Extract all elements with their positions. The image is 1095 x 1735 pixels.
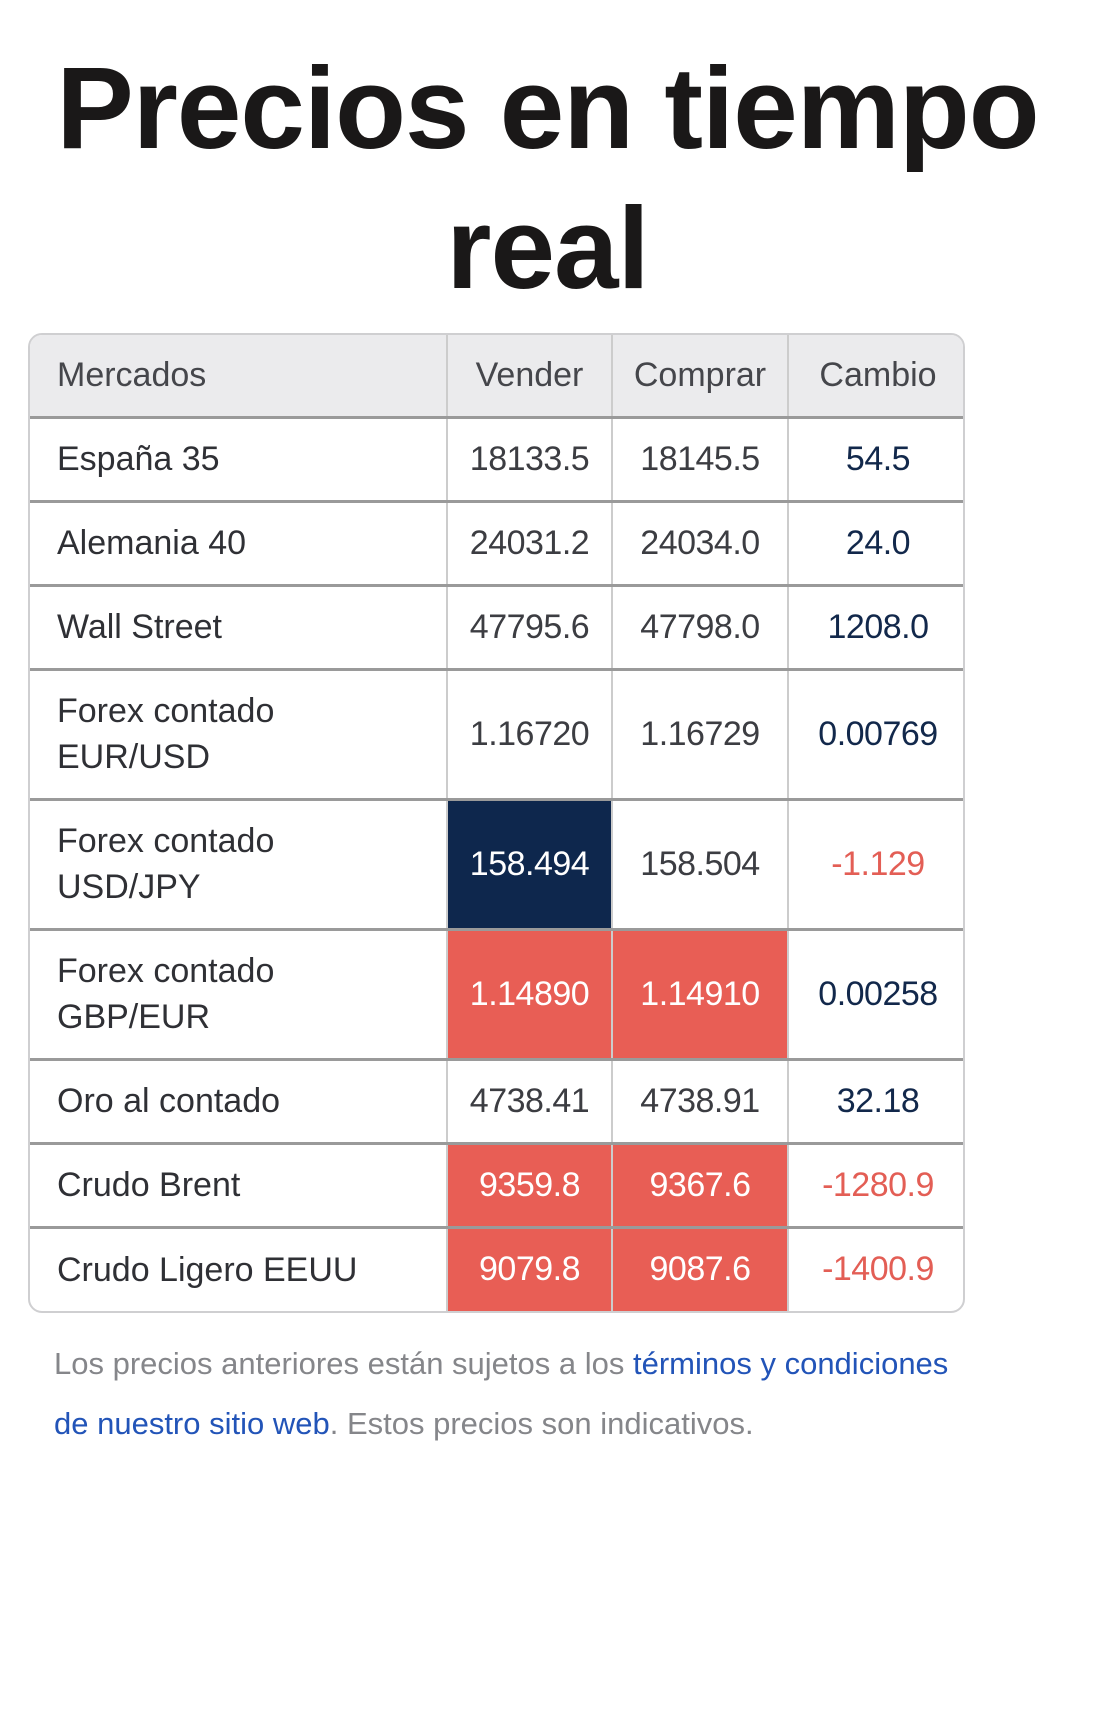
- sell-price: 9079.8: [447, 1227, 613, 1311]
- buy-price: 47798.0: [612, 585, 789, 671]
- change-value: 0.00769: [788, 669, 963, 801]
- change-value: 24.0: [788, 501, 963, 587]
- market-name[interactable]: Forex contado USD/JPY: [30, 799, 448, 931]
- change-value: -1280.9: [788, 1143, 963, 1229]
- header-change: Cambio: [788, 335, 963, 419]
- header-buy: Comprar: [612, 335, 789, 419]
- table-row[interactable]: Wall Street 47795.6 47798.0 1208.0: [30, 585, 963, 671]
- change-value: 1208.0: [788, 585, 963, 671]
- sell-price: 18133.5: [447, 417, 613, 503]
- sell-price: 1.14890: [447, 929, 613, 1061]
- header-sell: Vender: [447, 335, 613, 419]
- table-row[interactable]: Forex contado EUR/USD 1.16720 1.16729 0.0…: [30, 669, 963, 801]
- table-row[interactable]: Forex contado GBP/EUR 1.14890 1.14910 0.0…: [30, 929, 963, 1061]
- market-name[interactable]: España 35: [30, 417, 448, 503]
- table-row[interactable]: España 35 18133.5 18145.5 54.5: [30, 417, 963, 503]
- disclaimer-lead: Los precios anteriores están sujetos a l…: [54, 1346, 633, 1381]
- sell-price: 158.494: [447, 799, 613, 931]
- sell-price: 24031.2: [447, 501, 613, 587]
- buy-price: 1.16729: [612, 669, 789, 801]
- change-value: 54.5: [788, 417, 963, 503]
- table-header-row: Mercados Vender Comprar Cambio: [30, 335, 963, 419]
- market-name[interactable]: Crudo Ligero EEUU: [30, 1227, 448, 1311]
- market-name[interactable]: Forex contado EUR/USD: [30, 669, 448, 801]
- sell-price: 1.16720: [447, 669, 613, 801]
- table-row[interactable]: Crudo Ligero EEUU 9079.8 9087.6 -1400.9: [30, 1227, 963, 1311]
- page-title: Precios en tiempo real: [56, 43, 1039, 313]
- sell-price: 9359.8: [447, 1143, 613, 1229]
- table-row[interactable]: Oro al contado 4738.41 4738.91 32.18: [30, 1059, 963, 1145]
- buy-price: 24034.0: [612, 501, 789, 587]
- buy-price: 4738.91: [612, 1059, 789, 1145]
- disclaimer-text: Los precios anteriores están sujetos a l…: [54, 1334, 954, 1454]
- market-name[interactable]: Forex contado GBP/EUR: [30, 929, 448, 1061]
- disclaimer-tail: . Estos precios son indicativos.: [329, 1406, 754, 1441]
- buy-price: 158.504: [612, 799, 789, 931]
- table-row[interactable]: Alemania 40 24031.2 24034.0 24.0: [30, 501, 963, 587]
- change-value: -1.129: [788, 799, 963, 931]
- buy-price: 18145.5: [612, 417, 789, 503]
- table-row[interactable]: Forex contado USD/JPY 158.494 158.504 -1.…: [30, 799, 963, 931]
- market-name[interactable]: Alemania 40: [30, 501, 448, 587]
- sell-price: 47795.6: [447, 585, 613, 671]
- terms-link[interactable]: términos y condiciones de nuestro sitio …: [54, 1346, 949, 1441]
- market-name[interactable]: Oro al contado: [30, 1059, 448, 1145]
- buy-price: 9367.6: [612, 1143, 789, 1229]
- header-market: Mercados: [30, 335, 448, 419]
- sell-price: 4738.41: [447, 1059, 613, 1145]
- buy-price: 1.14910: [612, 929, 789, 1061]
- change-value: -1400.9: [822, 1250, 934, 1289]
- prices-table-container: Mercados Vender Comprar Cambio España 35…: [28, 333, 965, 1313]
- prices-table: Mercados Vender Comprar Cambio España 35…: [30, 335, 963, 1311]
- market-name[interactable]: Crudo Brent: [30, 1143, 448, 1229]
- table-row[interactable]: Crudo Brent 9359.8 9367.6 -1280.9: [30, 1143, 963, 1229]
- change-value: 0.00258: [788, 929, 963, 1061]
- buy-price: 9087.6: [612, 1227, 789, 1311]
- market-name[interactable]: Wall Street: [30, 585, 448, 671]
- change-value: 32.18: [788, 1059, 963, 1145]
